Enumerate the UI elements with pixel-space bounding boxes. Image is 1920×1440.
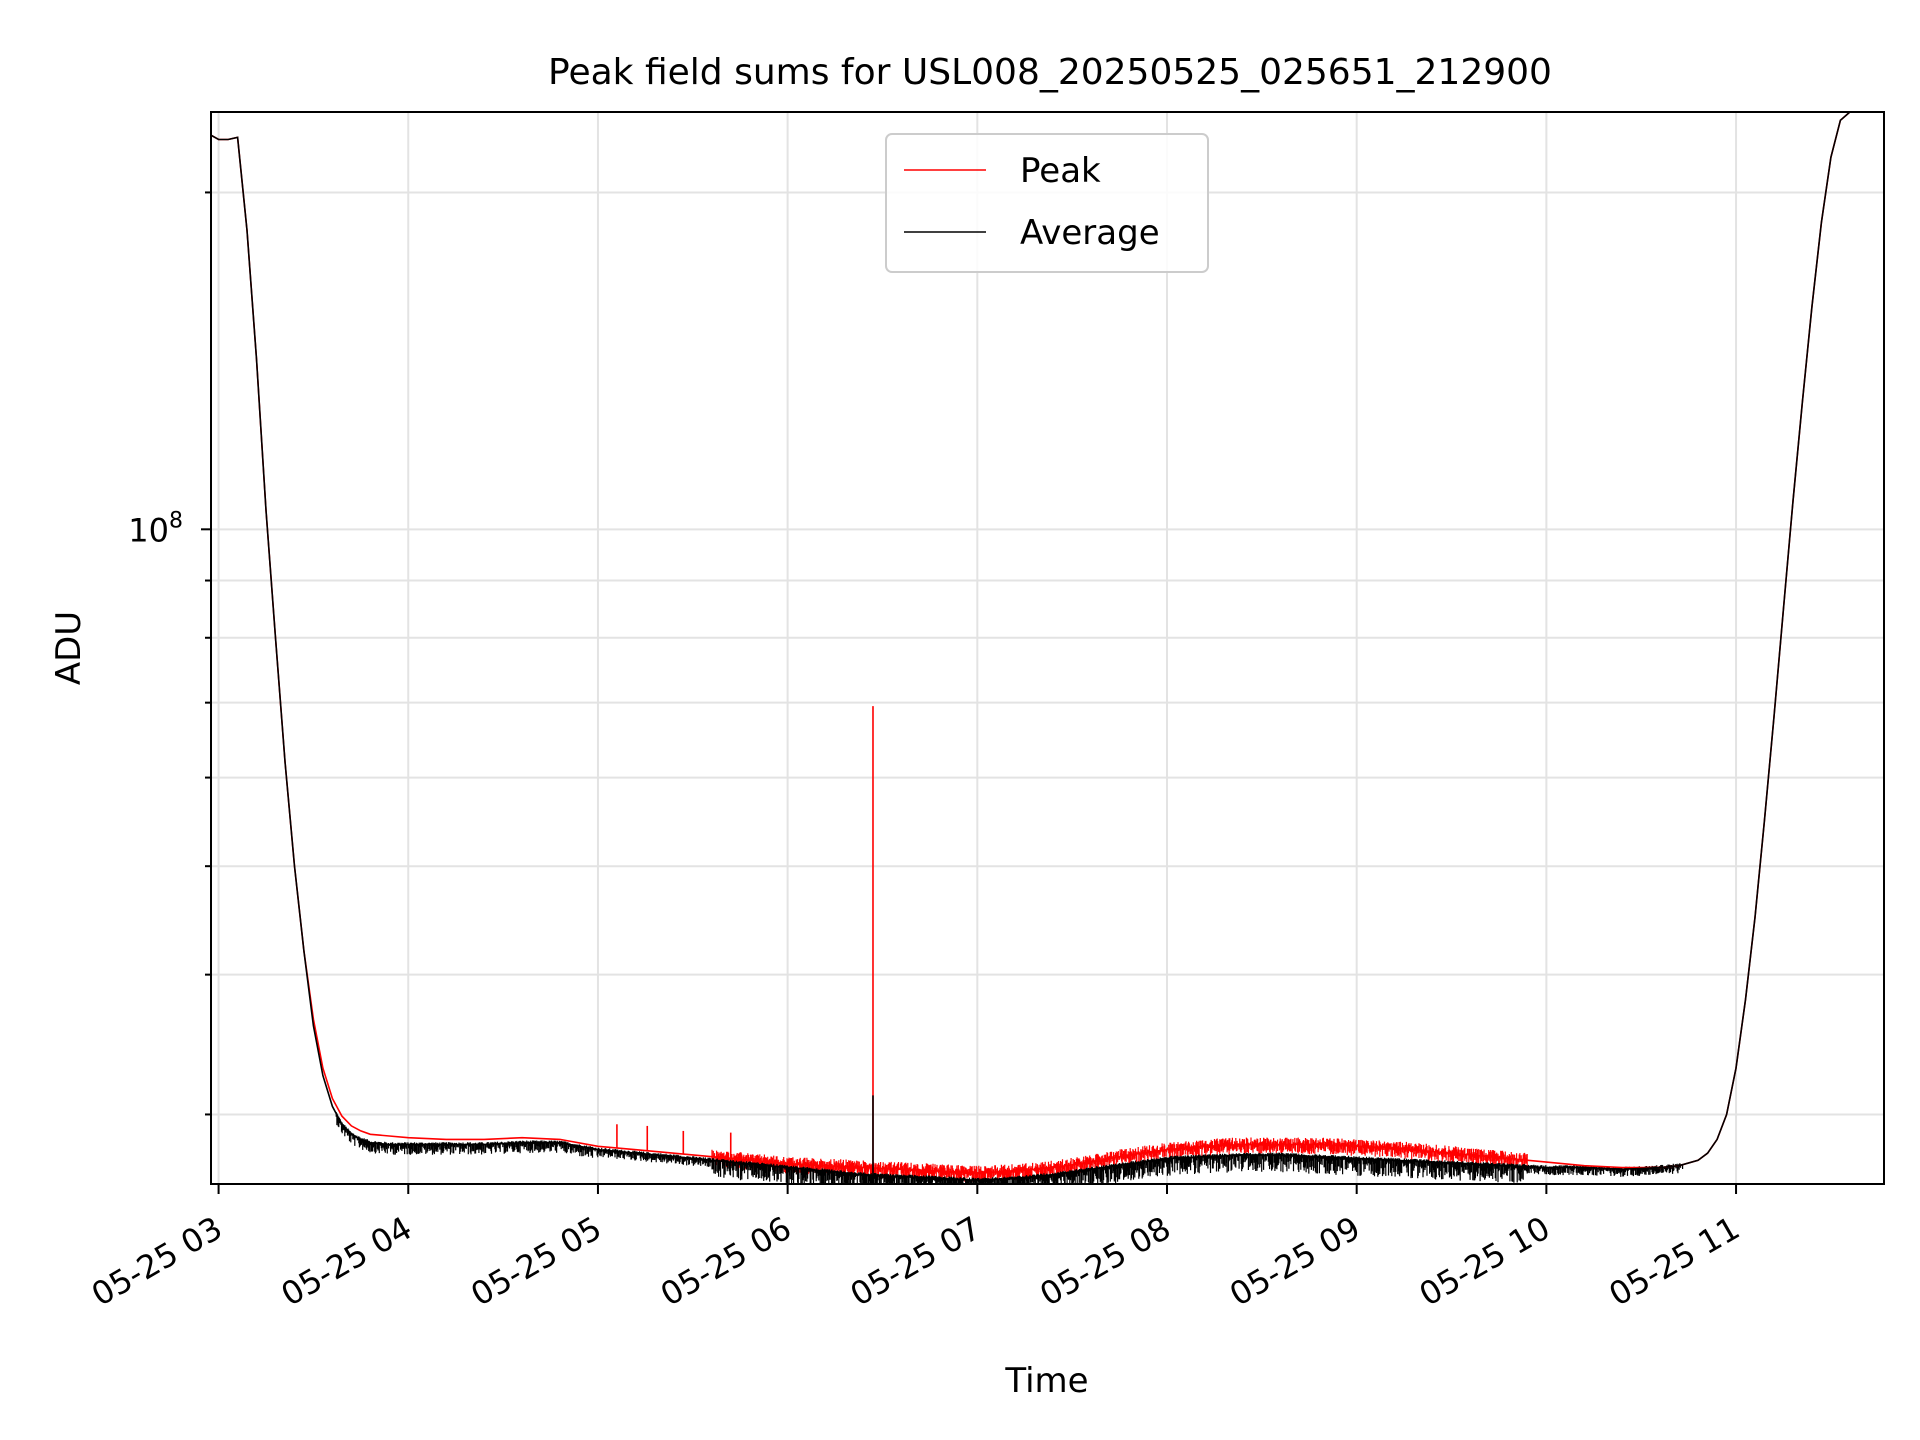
grid <box>211 112 1884 1184</box>
x-axis-label: Time <box>1004 1361 1088 1401</box>
y-tick-label: 108 <box>128 508 183 549</box>
y-axis: 108 <box>128 191 211 1116</box>
legend-box <box>885 133 1209 273</box>
chart-title: Peak field sums for USL008_20250525_0256… <box>548 52 1552 93</box>
legend: Peak Average <box>885 133 1209 273</box>
legend-peak-label: Peak <box>1020 151 1101 191</box>
series-group <box>211 112 1884 1182</box>
plot-frame <box>210 111 1885 1185</box>
y-axis-label: ADU <box>49 611 89 685</box>
legend-average-label: Average <box>1020 213 1160 253</box>
average-series-line <box>211 112 1884 1182</box>
